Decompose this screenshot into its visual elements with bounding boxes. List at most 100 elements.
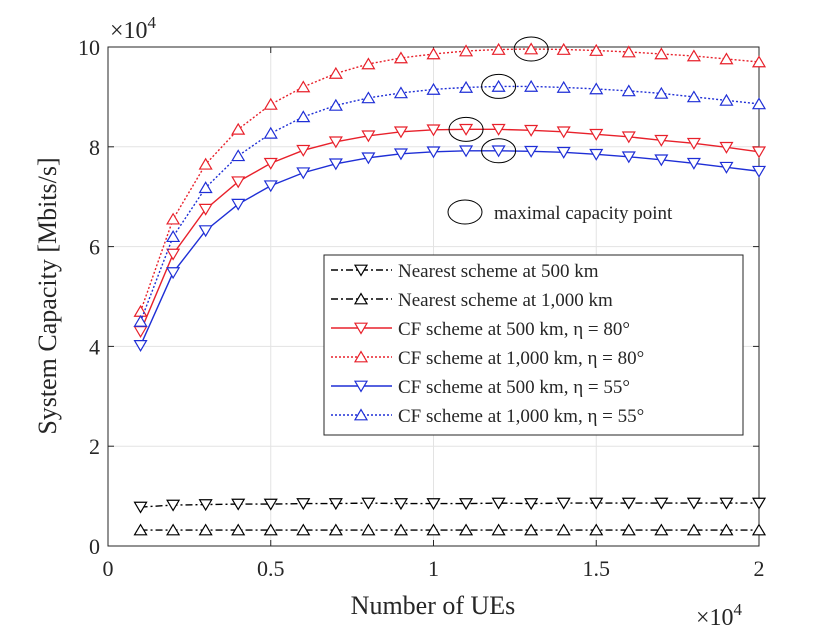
series-point — [328, 66, 343, 79]
series-point — [166, 248, 181, 261]
x-tick-label: 1 — [428, 556, 439, 581]
series-point — [686, 90, 701, 103]
series-point — [393, 51, 408, 64]
series-point — [198, 157, 213, 170]
legend-marker — [353, 350, 369, 363]
series-point — [328, 136, 343, 149]
series-point — [166, 212, 181, 225]
legend-label: Nearest scheme at 1,000 km — [398, 290, 613, 311]
legend-marker — [353, 264, 369, 277]
legend-item: CF scheme at 500 km, η = 55° — [331, 377, 630, 398]
series-point — [621, 131, 636, 144]
x-tick-label: 1.5 — [583, 556, 611, 581]
series-point — [133, 314, 148, 327]
max-capacity-markers — [448, 36, 549, 164]
series-point — [198, 523, 213, 536]
series-point — [719, 161, 734, 174]
series-point — [231, 149, 246, 162]
series-point — [361, 523, 376, 536]
y-tick-label: 8 — [89, 135, 100, 160]
series-point — [263, 498, 278, 511]
series-point — [263, 157, 278, 170]
series-point — [654, 497, 669, 510]
series-point — [556, 126, 571, 139]
series-point — [459, 498, 474, 511]
series-point — [751, 165, 767, 178]
legend-label: CF scheme at 500 km, η = 80° — [398, 319, 630, 340]
series-point — [133, 501, 148, 514]
series-point — [459, 44, 474, 57]
series-point — [166, 499, 181, 512]
series-point — [654, 47, 669, 60]
series-point — [459, 145, 474, 158]
series-point — [524, 145, 539, 158]
series-point — [491, 42, 506, 55]
series-point — [231, 498, 246, 511]
x-scale-label: ×104 — [696, 600, 743, 630]
y-scale-label: ×104 — [110, 13, 157, 44]
legend-label: CF scheme at 1,000 km, η = 55° — [398, 406, 644, 427]
series-point — [686, 157, 701, 170]
series-point — [393, 86, 408, 99]
legend-marker — [353, 408, 369, 421]
series-point — [426, 47, 441, 60]
series-point — [524, 42, 539, 55]
series-point — [459, 523, 474, 536]
series-point — [231, 176, 246, 189]
legend-label: CF scheme at 1,000 km, η = 80° — [398, 348, 644, 369]
series-point — [296, 110, 311, 123]
series-point — [198, 203, 213, 216]
y-tick-label: 6 — [89, 235, 100, 260]
series-point — [751, 146, 767, 159]
axis-ticks: 0 0.5 1 1.5 2 0 2 4 6 8 10 — [78, 35, 765, 581]
series-line — [139, 48, 760, 312]
series-point — [751, 97, 767, 110]
series-point — [459, 80, 474, 93]
y-tick-label: 10 — [78, 35, 100, 60]
series-point — [751, 497, 767, 510]
series-point — [393, 126, 408, 139]
series-point — [296, 523, 311, 536]
series-point — [589, 128, 604, 141]
series-point — [263, 97, 278, 110]
series-point — [393, 148, 408, 161]
series-point — [524, 523, 539, 536]
series-point — [589, 523, 604, 536]
series-point — [556, 80, 571, 93]
series-point — [198, 225, 213, 238]
series-point — [426, 523, 441, 536]
series-point — [719, 52, 734, 65]
series-point — [393, 523, 408, 536]
legend-item: CF scheme at 500 km, η = 80° — [331, 319, 630, 340]
max-capacity-legend-icon — [447, 199, 483, 225]
series-point — [654, 86, 669, 99]
series-point — [491, 123, 506, 136]
series-point — [589, 148, 604, 161]
legend-label: CF scheme at 500 km, η = 55° — [398, 377, 630, 398]
x-axis-label: Number of UEs — [351, 591, 516, 620]
x-tick-label: 0.5 — [257, 556, 285, 581]
series-point — [719, 497, 734, 510]
series-point — [328, 98, 343, 111]
legend-label: Nearest scheme at 500 km — [398, 261, 599, 282]
series-point — [133, 523, 148, 536]
series-point — [328, 158, 343, 171]
series-point — [328, 523, 343, 536]
legend-item: Nearest scheme at 1,000 km — [331, 290, 613, 311]
series-point — [361, 152, 376, 165]
series-point — [621, 84, 636, 97]
max-capacity-circle — [481, 73, 517, 99]
legend-box — [323, 254, 744, 436]
series-point — [426, 498, 441, 511]
series-point — [524, 79, 539, 92]
series-point — [686, 523, 701, 536]
series-point — [654, 154, 669, 167]
series-point — [426, 82, 441, 95]
series-point — [263, 523, 278, 536]
series-point — [719, 523, 734, 536]
series — [133, 523, 767, 536]
series-point — [589, 497, 604, 510]
series-point — [231, 198, 246, 211]
series — [133, 42, 767, 317]
series-point — [654, 523, 669, 536]
